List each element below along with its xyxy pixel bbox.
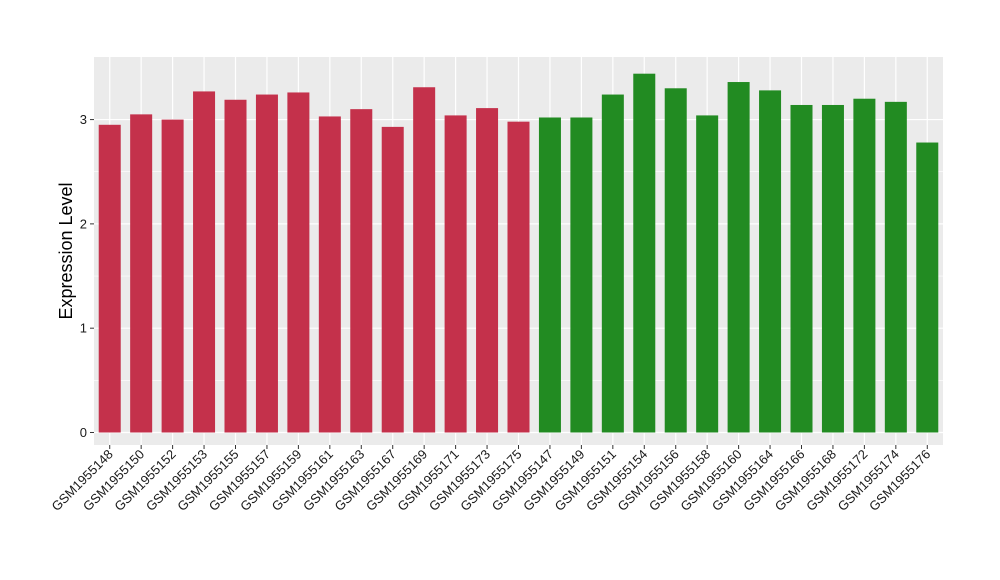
bar-GSM1955155 (224, 99, 247, 433)
bar-GSM1955148 (98, 124, 121, 433)
bar-GSM1955174 (884, 101, 907, 433)
bar-GSM1955168 (821, 104, 844, 433)
bar-GSM1955158 (696, 115, 719, 433)
bar-GSM1955171 (444, 115, 467, 433)
bar-GSM1955163 (350, 109, 373, 433)
bar-GSM1955157 (255, 94, 278, 433)
bar-GSM1955161 (318, 116, 341, 433)
y-axis-ticks: 0 1 2 3 (80, 112, 94, 440)
x-axis-ticks: GSM1955148GSM1955150GSM1955152GSM1955153… (49, 445, 933, 514)
bar-GSM1955164 (759, 90, 782, 433)
y-axis-title: Expression Level (56, 182, 76, 319)
bar-GSM1955160 (727, 82, 750, 433)
bar-GSM1955156 (664, 88, 687, 433)
bar-GSM1955167 (381, 126, 404, 433)
bar-GSM1955175 (507, 121, 530, 433)
bar-GSM1955166 (790, 104, 813, 433)
bar-GSM1955151 (601, 94, 624, 433)
bar-GSM1955152 (161, 119, 184, 433)
bars (98, 73, 939, 433)
bar-GSM1955173 (476, 108, 499, 433)
y-tick-label: 3 (80, 112, 87, 127)
bar-GSM1955149 (570, 117, 593, 433)
bar-GSM1955159 (287, 92, 310, 433)
y-tick-label: 2 (80, 216, 87, 231)
bar-GSM1955150 (130, 114, 153, 433)
y-tick-label: 0 (80, 425, 87, 440)
bar-GSM1955169 (413, 87, 436, 433)
bar-GSM1955176 (916, 142, 939, 433)
y-tick-label: 1 (80, 321, 87, 336)
bar-GSM1955172 (853, 98, 876, 433)
bar-GSM1955154 (633, 73, 656, 433)
bar-GSM1955147 (538, 117, 561, 433)
bar-GSM1955153 (193, 91, 216, 433)
